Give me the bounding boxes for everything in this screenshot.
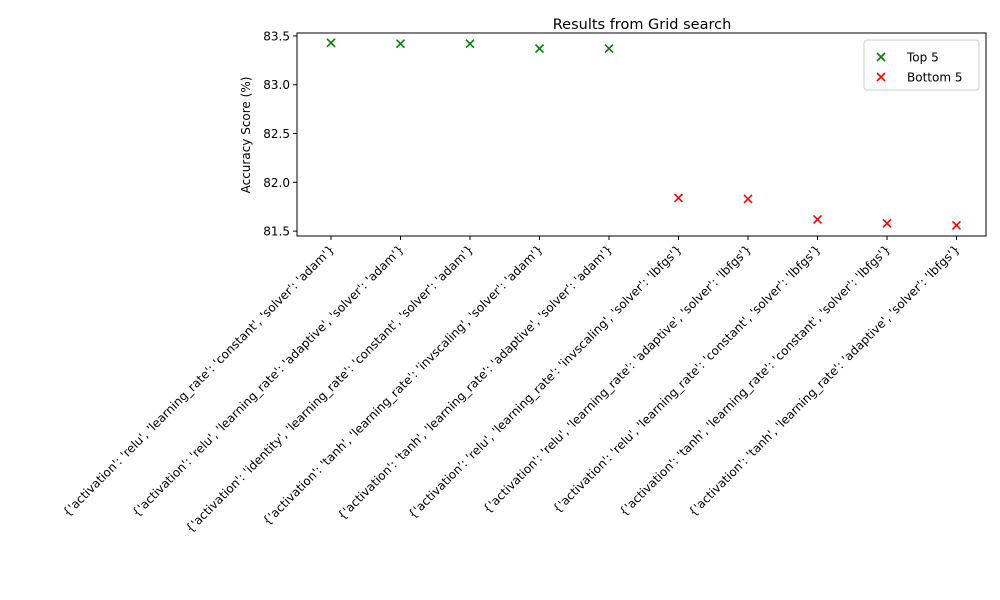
y-tick-label: 81.5	[263, 225, 290, 239]
y-tick-label: 83.0	[263, 78, 290, 92]
data-point	[743, 194, 753, 204]
axes-frame	[296, 32, 987, 237]
data-point	[604, 44, 614, 54]
data-point	[395, 39, 406, 49]
y-tick-label: 82.0	[263, 176, 290, 190]
legend-label: Bottom 5	[907, 71, 962, 85]
data-point	[534, 44, 545, 54]
data-point	[673, 193, 684, 203]
data-point	[326, 38, 336, 48]
legend-label: Top 5	[906, 51, 939, 65]
data-point	[812, 214, 823, 224]
y-tick-label: 82.5	[263, 127, 290, 141]
y-axis-label: Accuracy Score (%)	[239, 77, 253, 194]
data-point	[465, 39, 475, 49]
legend: Top 5 Bottom 5	[863, 39, 980, 91]
legend-box	[863, 39, 980, 91]
y-tick-label: 83.5	[263, 29, 290, 43]
legend-marker	[876, 72, 886, 82]
data-point	[882, 218, 892, 228]
data-point	[951, 220, 962, 230]
legend-marker	[876, 52, 886, 62]
chart-title: Results from Grid search	[553, 17, 732, 33]
